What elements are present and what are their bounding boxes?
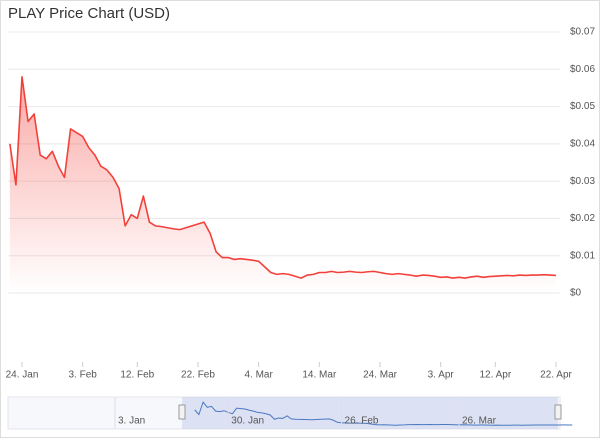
x-tick-label: 24. Mar <box>363 370 398 381</box>
area <box>9 76 556 293</box>
y-tick-label: $0 <box>570 288 582 299</box>
chart-title: PLAY Price Chart (USD) <box>8 5 170 22</box>
price-line <box>9 75 557 279</box>
navigator-label: 3. Jan <box>118 416 145 427</box>
x-tick-label: 22. Apr <box>540 370 572 381</box>
x-tick-label: 14. Mar <box>302 370 337 381</box>
x-tick-label: 3. Feb <box>69 370 98 381</box>
y-tick-label: $0.04 <box>570 138 595 149</box>
x-tick-label: 22. Feb <box>181 370 215 381</box>
navigator-handle[interactable] <box>178 404 186 420</box>
y-tick-label: $0.03 <box>570 176 595 187</box>
x-tick-label: 12. Feb <box>120 370 154 381</box>
navigator-label: 26. Mar <box>462 416 497 427</box>
navigator-handle[interactable] <box>554 404 562 420</box>
y-tick-label: $0.02 <box>570 213 595 224</box>
x-tick-label: 3. Apr <box>428 370 455 381</box>
y-tick-label: $0.06 <box>570 64 595 75</box>
navigator-label: 30. Jan <box>231 416 264 427</box>
navigator-label: 26. Feb <box>345 416 379 427</box>
x-tick-label: 12. Apr <box>479 370 511 381</box>
y-tick-label: $0.01 <box>570 250 595 261</box>
x-tick-label: 24. Jan <box>6 370 39 381</box>
y-tick-label: $0.07 <box>570 27 595 38</box>
y-tick-label: $0.05 <box>570 101 595 112</box>
navigator-line <box>194 401 573 426</box>
x-tick-label: 4. Mar <box>244 370 273 381</box>
